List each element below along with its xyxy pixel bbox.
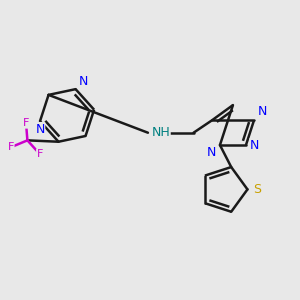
Text: N: N	[35, 123, 45, 136]
Text: S: S	[253, 183, 261, 196]
Text: N: N	[250, 139, 260, 152]
Text: F: F	[8, 142, 14, 152]
Text: N: N	[78, 75, 88, 88]
Text: F: F	[23, 118, 29, 128]
Text: N: N	[257, 105, 267, 118]
Text: N: N	[207, 146, 217, 160]
Text: NH: NH	[152, 126, 170, 139]
Text: F: F	[37, 149, 43, 159]
